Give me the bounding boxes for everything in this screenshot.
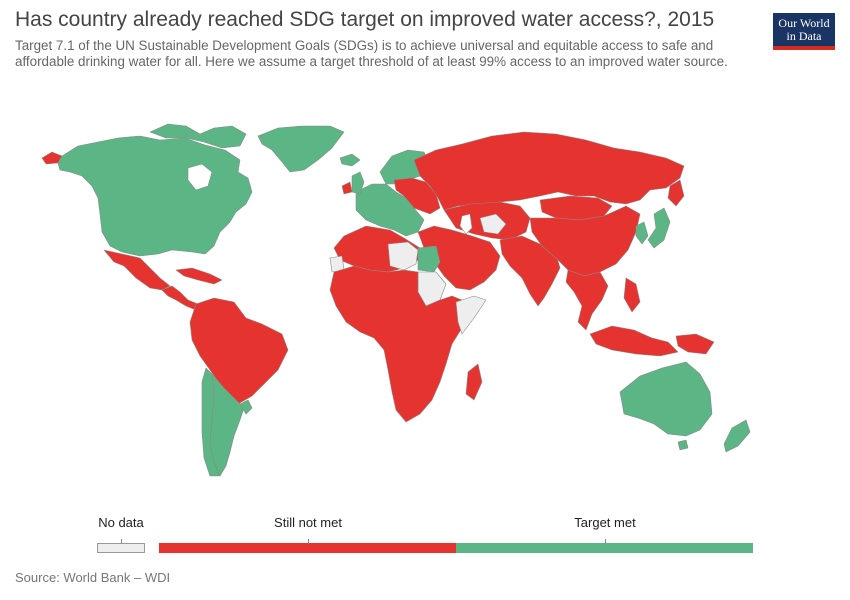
legend-swatch-no-data[interactable]	[97, 543, 145, 553]
region-tasmania[interactable]	[677, 439, 689, 451]
region-eastern-europe[interactable]	[393, 177, 441, 215]
region-russia[interactable]	[413, 131, 685, 211]
region-korea[interactable]	[635, 221, 649, 245]
region-central-america[interactable]	[161, 285, 199, 311]
region-philippines[interactable]	[623, 277, 641, 313]
legend-tick	[308, 539, 309, 544]
region-madagascar[interactable]	[465, 363, 483, 401]
owid-logo[interactable]: Our World in Data	[773, 13, 835, 50]
region-japan[interactable]	[647, 207, 671, 249]
region-western-europe[interactable]	[355, 183, 425, 237]
region-indonesia[interactable]	[589, 325, 679, 357]
region-north-america[interactable]	[57, 135, 253, 257]
region-kamchatka[interactable]	[667, 179, 685, 207]
region-ireland[interactable]	[341, 181, 353, 195]
hudson-bay	[187, 163, 213, 191]
region-new-zealand[interactable]	[723, 419, 751, 453]
region-south-america-north[interactable]	[189, 297, 289, 405]
region-egypt[interactable]	[417, 245, 441, 273]
region-southeast-asia[interactable]	[565, 269, 609, 331]
region-iceland[interactable]	[339, 153, 361, 167]
legend-swatch-target-met[interactable]	[456, 543, 753, 553]
logo-line-2: in Data	[786, 29, 822, 43]
region-arctic-islands[interactable]	[149, 123, 247, 149]
source-note: Source: World Bank – WDI	[15, 570, 171, 585]
region-papua-new-guinea[interactable]	[675, 333, 715, 355]
region-south-asia[interactable]	[499, 235, 561, 307]
region-sub-saharan-africa[interactable]	[329, 265, 471, 423]
region-somalia[interactable]	[455, 295, 487, 335]
region-australia[interactable]	[619, 361, 713, 437]
legend-label-no-data: No data	[98, 515, 144, 530]
region-greenland[interactable]	[257, 125, 345, 173]
region-turkmenistan[interactable]	[479, 213, 507, 235]
region-mexico[interactable]	[103, 249, 171, 291]
legend-tick	[605, 539, 606, 544]
legend-swatch-still-not-met[interactable]	[159, 543, 456, 553]
logo-line-1: Our World	[778, 16, 830, 30]
chart-title: Has country already reached SDG target o…	[15, 8, 715, 31]
region-china[interactable]	[529, 205, 641, 277]
legend-label-target-met: Target met	[574, 515, 636, 530]
caspian-sea	[459, 213, 473, 235]
region-argentina[interactable]	[209, 373, 245, 477]
region-uruguay[interactable]	[239, 399, 253, 415]
region-uk[interactable]	[351, 171, 365, 195]
legend-label-still-not-met: Still not met	[274, 515, 342, 530]
chart-subtitle: Target 7.1 of the UN Sustainable Develop…	[15, 38, 728, 69]
region-caribbean[interactable]	[175, 267, 223, 285]
region-libya[interactable]	[387, 241, 419, 271]
legend-tick	[121, 539, 122, 544]
